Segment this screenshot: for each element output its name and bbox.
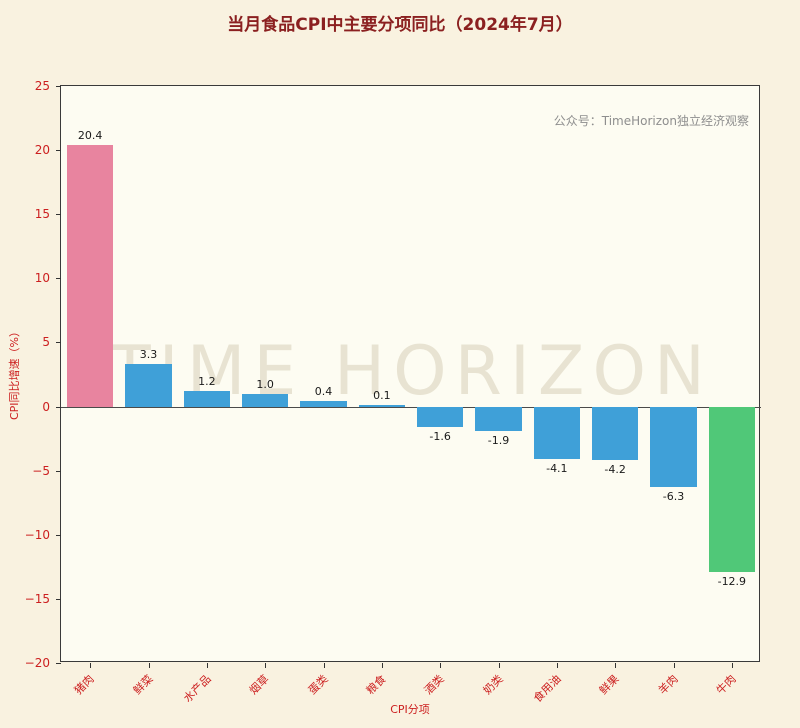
- y-tick-mark: [56, 86, 61, 87]
- y-tick-label: 5: [42, 335, 50, 350]
- x-tick-label: 鲜菜: [130, 672, 156, 698]
- y-tick-label: 0: [42, 399, 50, 414]
- x-tick-mark: [148, 663, 150, 668]
- y-tick-label: −5: [32, 463, 50, 478]
- x-tick-mark: [440, 663, 442, 668]
- x-tick-mark: [323, 663, 325, 668]
- x-tick-label: 蛋类: [305, 672, 331, 698]
- x-tick-label: 粮食: [363, 672, 389, 698]
- zero-line: [61, 406, 761, 408]
- x-tick-mark: [615, 663, 617, 668]
- bar-value-label: 0.1: [373, 389, 391, 403]
- bar-牛肉: [708, 406, 756, 572]
- y-tick-label: −15: [24, 591, 50, 606]
- y-tick-mark: [56, 534, 61, 536]
- y-tick-mark: [56, 150, 61, 152]
- bar-鲜菜: [125, 364, 172, 407]
- bar-value-label: -1.6: [429, 430, 451, 444]
- y-tick-label: 25: [34, 79, 50, 93]
- bar-蛋类: [300, 401, 347, 407]
- y-tick-label: 10: [34, 271, 50, 286]
- x-tick-mark: [381, 663, 383, 668]
- x-tick-mark: [206, 663, 208, 668]
- y-tick-mark: [56, 278, 61, 280]
- y-tick-label: −10: [24, 527, 50, 542]
- y-tick-mark: [56, 342, 61, 344]
- x-tick-label: 羊肉: [655, 672, 681, 698]
- bar-鲜果: [591, 406, 639, 461]
- y-tick-mark: [56, 663, 61, 664]
- page-title: 当月食品CPI中主要分项同比（2024年7月）: [227, 15, 573, 35]
- x-tick-mark: [556, 663, 558, 668]
- x-tick-mark: [498, 663, 500, 668]
- bar-水产品: [183, 391, 231, 407]
- bar-value-label: -12.9: [717, 574, 747, 588]
- bar-猪肉: [66, 144, 114, 407]
- x-tick-label: 烟草: [247, 672, 272, 698]
- bar-羊肉: [650, 406, 697, 488]
- bar-酒类: [416, 406, 464, 428]
- x-tick-label: 酒类: [422, 672, 447, 698]
- bar-value-label: -6.3: [662, 490, 685, 504]
- y-tick-label: 20: [34, 143, 50, 158]
- x-tick-label: 猪肉: [72, 672, 97, 698]
- bar-value-label: -4.2: [604, 463, 626, 477]
- x-tick-mark: [673, 663, 675, 668]
- y-tick-mark: [56, 598, 61, 600]
- x-tick-label: 鲜果: [597, 672, 622, 698]
- bar-粮食: [358, 405, 406, 407]
- x-tick-label: 奶类: [480, 672, 506, 698]
- x-tick-mark: [731, 663, 733, 668]
- x-tick-mark: [265, 663, 267, 668]
- y-tick-mark: [56, 470, 61, 472]
- x-tick-label: 牛肉: [713, 672, 739, 698]
- y-tick-label: 15: [34, 207, 50, 222]
- bar-value-label: 0.4: [314, 385, 333, 399]
- bar-value-label: 20.4: [77, 128, 103, 142]
- y-tick-mark: [56, 214, 61, 216]
- x-axis-label: CPI分项: [390, 703, 430, 716]
- bar-value-label: -4.1: [546, 462, 568, 476]
- bar-奶类: [475, 406, 522, 431]
- y-tick-label: −20: [24, 656, 50, 670]
- y-tick-mark: [56, 406, 61, 408]
- source-annotation: 公众号：TimeHorizon独立经济观察: [553, 114, 749, 128]
- bar-食用油: [533, 406, 581, 460]
- bar-value-label: 1.2: [198, 375, 216, 389]
- plot-area: TIME HORIZON 公众号：TimeHorizon独立经济观察 25 20 1…: [25, 79, 761, 705]
- bar-value-label: 3.3: [139, 348, 158, 362]
- x-tick-mark: [90, 663, 92, 668]
- bar-value-label: -1.9: [487, 433, 510, 447]
- bar-value-label: 1.0: [256, 377, 274, 391]
- bar-烟草: [241, 393, 289, 407]
